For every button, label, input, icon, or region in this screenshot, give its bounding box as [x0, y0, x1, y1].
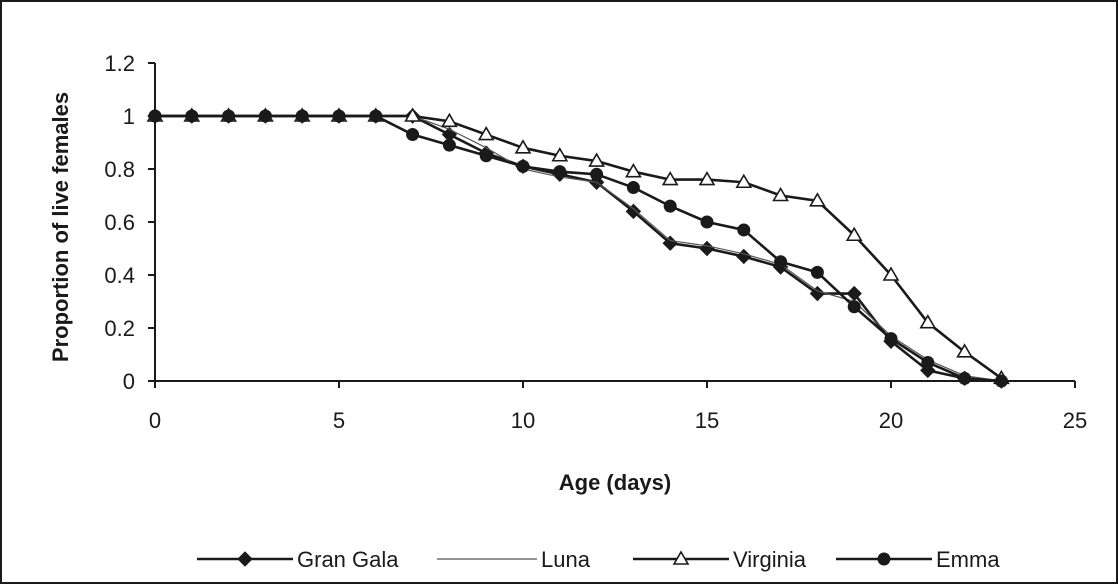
- data-point: [809, 285, 826, 302]
- data-point: [295, 109, 309, 123]
- data-point: [590, 167, 604, 181]
- data-point: [698, 171, 716, 186]
- legend-label: Virginia: [733, 547, 807, 572]
- data-point: [148, 109, 162, 123]
- chart-axes: 0 0.2 0.4 0.6 0.8 1 1.2 0 5 10 15 20 25: [104, 51, 1087, 433]
- x-tick-label: 10: [511, 408, 535, 433]
- legend-label: Emma: [936, 547, 1000, 572]
- data-point: [553, 165, 567, 179]
- y-tick-label: 0: [123, 369, 135, 394]
- y-axis-title: Proportion of live females: [48, 92, 73, 362]
- y-tick-label: 0.6: [104, 210, 135, 235]
- chart-legend: Gran Gala Luna Virginia Emma: [197, 547, 1000, 572]
- series-luna: [155, 115, 1002, 382]
- series-line: [155, 114, 1002, 383]
- data-point: [185, 109, 199, 123]
- data-point: [884, 332, 898, 346]
- data-point: [626, 181, 640, 195]
- data-point: [737, 223, 751, 237]
- data-point: [919, 314, 937, 329]
- data-point: [479, 149, 493, 163]
- data-point: [921, 355, 935, 369]
- data-point: [551, 147, 569, 162]
- data-point: [810, 265, 824, 279]
- data-point: [258, 109, 272, 123]
- data-point: [514, 139, 532, 154]
- x-axis-title: Age (days): [559, 470, 671, 495]
- data-point: [625, 203, 642, 220]
- data-point: [442, 138, 456, 152]
- legend-marker: [672, 550, 690, 565]
- data-point: [772, 186, 789, 202]
- series-virginia: [146, 107, 1010, 385]
- x-tick-label: 20: [879, 408, 903, 433]
- y-tick-label: 0.4: [104, 263, 135, 288]
- series-emma: [148, 109, 1008, 388]
- x-tick-label: 25: [1063, 408, 1087, 433]
- data-point: [332, 109, 346, 123]
- data-point: [956, 343, 973, 358]
- data-point: [222, 109, 236, 123]
- data-point: [625, 163, 642, 178]
- legend-item: Emma: [836, 547, 1000, 572]
- legend-item: Virginia: [633, 547, 807, 572]
- data-point: [700, 215, 714, 229]
- data-point: [404, 107, 421, 122]
- series-line: [155, 115, 1002, 382]
- x-tick-label: 5: [333, 408, 345, 433]
- data-point: [477, 125, 495, 141]
- data-point: [882, 266, 900, 281]
- legend-label: Gran Gala: [297, 547, 399, 572]
- data-point: [735, 173, 753, 189]
- data-point: [588, 152, 605, 167]
- legend-item: Luna: [437, 547, 591, 572]
- data-point: [847, 300, 861, 314]
- series-gran-gala: [147, 108, 1010, 389]
- x-tick-label: 0: [149, 408, 161, 433]
- data-point: [774, 255, 788, 269]
- legend-label: Luna: [541, 547, 591, 572]
- chart-series: [146, 107, 1010, 389]
- data-point: [699, 240, 715, 257]
- data-point: [958, 371, 972, 385]
- series-line: [155, 114, 1002, 383]
- data-point: [994, 374, 1008, 388]
- legend-item: Gran Gala: [197, 547, 399, 572]
- series-line: [155, 114, 1003, 380]
- x-tick-label: 15: [695, 408, 719, 433]
- legend-marker: [877, 552, 891, 566]
- data-point: [809, 192, 826, 207]
- data-point: [441, 112, 458, 128]
- y-tick-label: 1: [123, 104, 135, 129]
- data-point: [661, 171, 679, 186]
- data-point: [516, 159, 530, 173]
- legend-marker: [237, 551, 253, 567]
- data-point: [845, 226, 863, 242]
- data-point: [736, 248, 752, 265]
- y-tick-label: 1.2: [104, 51, 135, 76]
- y-tick-label: 0.8: [104, 157, 135, 182]
- data-point: [406, 128, 420, 142]
- data-point: [369, 109, 383, 123]
- data-point: [663, 199, 677, 213]
- y-tick-label: 0.2: [104, 316, 135, 341]
